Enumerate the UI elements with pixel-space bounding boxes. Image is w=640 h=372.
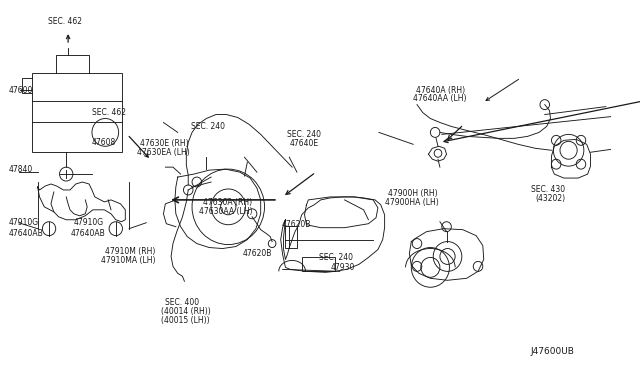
- Text: 47640AA (LH): 47640AA (LH): [413, 94, 466, 103]
- Text: 47640AB: 47640AB: [70, 229, 105, 238]
- Text: 47910G: 47910G: [9, 218, 39, 227]
- Text: 47910MA (LH): 47910MA (LH): [102, 256, 156, 265]
- Text: 47608: 47608: [92, 138, 116, 147]
- Bar: [285, 226, 297, 247]
- Text: 47620B: 47620B: [243, 249, 273, 258]
- Text: SEC. 462: SEC. 462: [92, 108, 125, 117]
- Text: SEC. 240: SEC. 240: [319, 253, 353, 263]
- Bar: [301, 257, 335, 271]
- Bar: [32, 73, 122, 152]
- Text: 47630AA (LH): 47630AA (LH): [199, 207, 253, 217]
- Text: (40014 (RH)): (40014 (RH)): [161, 307, 211, 316]
- Text: SEC. 240: SEC. 240: [191, 122, 225, 131]
- Text: (40015 (LH)): (40015 (LH)): [161, 316, 210, 325]
- Text: 47910G: 47910G: [74, 218, 104, 227]
- Text: SEC. 462: SEC. 462: [49, 17, 83, 26]
- Text: 47630A (RH): 47630A (RH): [203, 198, 252, 207]
- Text: 47640A (RH): 47640A (RH): [416, 86, 465, 94]
- Text: SEC. 400: SEC. 400: [165, 298, 199, 307]
- Text: 47900H (RH): 47900H (RH): [388, 189, 438, 198]
- Text: 47600: 47600: [9, 86, 33, 94]
- Text: 47910M (RH): 47910M (RH): [105, 247, 156, 256]
- Text: J47600UB: J47600UB: [531, 347, 575, 356]
- Text: SEC. 430: SEC. 430: [531, 185, 565, 194]
- Text: SEC. 240: SEC. 240: [287, 130, 321, 139]
- Text: 47630E (RH): 47630E (RH): [141, 139, 189, 148]
- Text: 47840: 47840: [9, 165, 33, 174]
- Text: 47620B: 47620B: [282, 220, 312, 229]
- Text: 47640AB: 47640AB: [9, 229, 44, 238]
- Text: 47640E: 47640E: [289, 140, 319, 148]
- Text: (43202): (43202): [536, 194, 566, 203]
- Text: 47630EA (LH): 47630EA (LH): [137, 148, 189, 157]
- Text: 47900HA (LH): 47900HA (LH): [385, 198, 438, 207]
- Text: 47930: 47930: [331, 263, 355, 272]
